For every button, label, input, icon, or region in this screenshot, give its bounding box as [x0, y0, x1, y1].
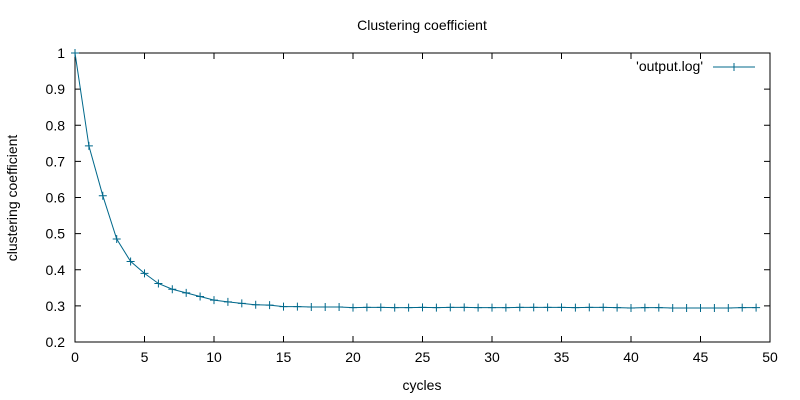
data-point [585, 303, 594, 312]
data-point [557, 303, 566, 312]
data-point [126, 257, 135, 266]
series-group [71, 49, 761, 313]
data-point [196, 292, 205, 301]
y-tick-label: 0.7 [46, 153, 66, 169]
data-point [223, 297, 232, 306]
data-point [446, 303, 455, 312]
data-point [265, 301, 274, 310]
data-point [140, 269, 149, 278]
x-tick-label: 25 [415, 349, 431, 365]
data-point [654, 303, 663, 312]
data-point [390, 303, 399, 312]
x-tick-label: 20 [345, 349, 361, 365]
y-tick-label: 0.8 [46, 117, 66, 133]
data-point [293, 302, 302, 311]
legend: 'output.log' [636, 58, 755, 74]
data-point [668, 304, 677, 313]
data-point [474, 303, 483, 312]
axis-ticks: 0 5 10 15 20 25 30 35 40 45 50 0.2 0.3 0.4 0.5 0.6 0.7 0.… [46, 45, 778, 365]
y-tick-label: 0.5 [46, 226, 66, 242]
legend-marker-icon [730, 63, 738, 71]
data-point [432, 303, 441, 312]
data-point [488, 303, 496, 312]
data-point [154, 279, 163, 288]
y-tick-label: 0.6 [46, 190, 66, 206]
x-tick-label: 30 [484, 349, 500, 365]
data-point [501, 303, 510, 312]
data-point [362, 303, 371, 312]
data-point [349, 303, 357, 312]
data-point [724, 304, 733, 313]
data-point [307, 302, 316, 311]
plot-frame [74, 52, 771, 343]
x-tick-label: 40 [623, 349, 639, 365]
y-tick-label: 0.2 [46, 334, 66, 350]
x-axis-label: cycles [403, 377, 442, 393]
data-point [321, 302, 330, 311]
data-point [529, 303, 538, 312]
legend-label: 'output.log' [636, 58, 703, 74]
y-tick-label: 1 [57, 45, 65, 61]
data-point [71, 49, 79, 57]
data-point [251, 300, 260, 309]
x-tick-label: 10 [206, 349, 222, 365]
data-point [279, 302, 288, 311]
data-point [613, 303, 622, 312]
data-point [627, 304, 635, 313]
data-point [376, 303, 385, 312]
data-point [237, 299, 246, 308]
x-tick-label: 45 [693, 349, 709, 365]
data-point [599, 303, 608, 312]
data-point [112, 235, 121, 244]
data-point [738, 303, 747, 312]
x-tick-label: 5 [141, 349, 149, 365]
data-point [543, 303, 552, 312]
data-point [682, 304, 691, 313]
data-point [84, 141, 93, 150]
x-tick-label: 0 [71, 349, 79, 365]
data-point [710, 304, 719, 313]
x-tick-label: 15 [276, 349, 292, 365]
data-point [168, 285, 177, 294]
data-point [515, 303, 524, 312]
data-point [335, 302, 344, 311]
y-tick-label: 0.3 [46, 298, 66, 314]
y-axis-label: clustering coefficient [4, 135, 20, 262]
x-tick-label: 35 [554, 349, 570, 365]
x-tick-label: 50 [762, 349, 778, 365]
data-point [571, 303, 580, 312]
data-point [404, 303, 413, 312]
data-point [460, 303, 469, 312]
data-point [182, 288, 191, 297]
series-line [74, 52, 757, 309]
data-point [752, 303, 761, 312]
y-tick-label: 0.9 [46, 81, 66, 97]
data-point [696, 304, 705, 313]
data-point [98, 191, 107, 200]
data-point [640, 303, 649, 312]
y-tick-label: 0.4 [46, 262, 66, 278]
chart-title: Clustering coefficient [357, 17, 487, 33]
data-point [210, 296, 218, 305]
data-point [418, 303, 427, 312]
